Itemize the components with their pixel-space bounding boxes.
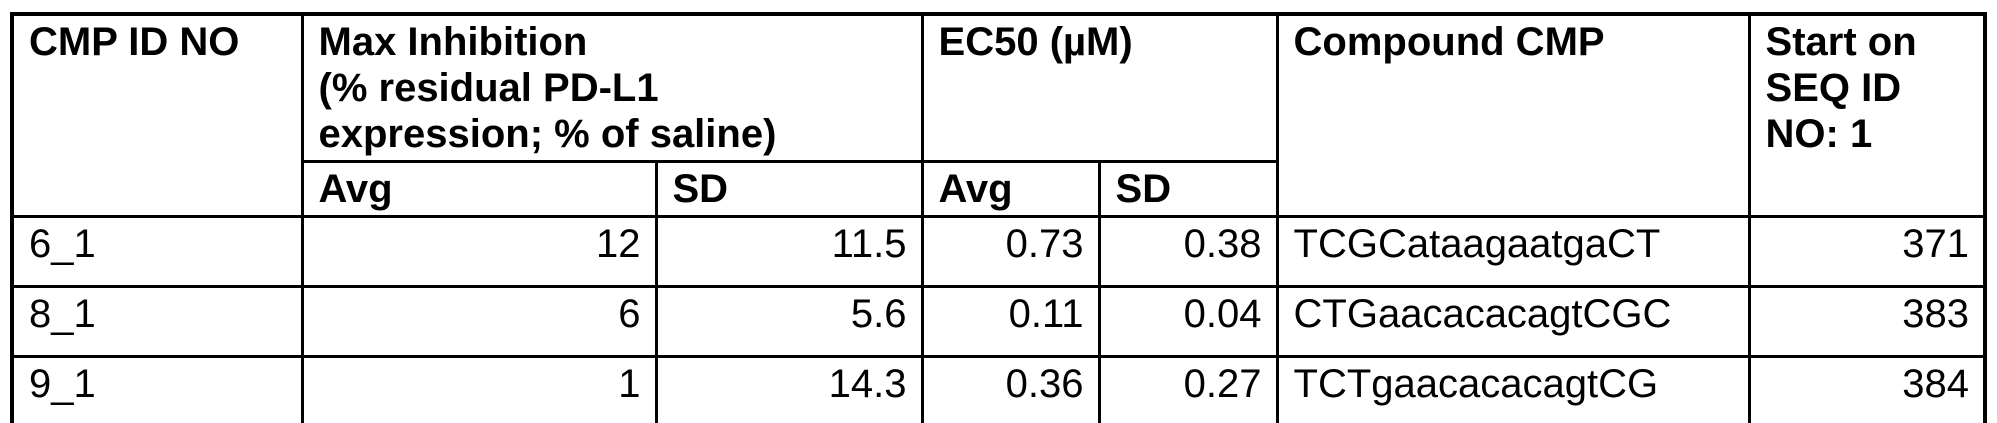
cell-ec50-sd: 0.27 xyxy=(1097,355,1279,423)
cell-ec50-sd: 0.38 xyxy=(1097,215,1279,288)
table-row: 8_1 6 5.6 0.11 0.04 CTGaacacacagtCGC 383 xyxy=(10,285,1987,358)
compound-results-table: CMP ID NO Max Inhibition (% residual PD-… xyxy=(10,12,1988,423)
header-row-main: CMP ID NO Max Inhibition (% residual PD-… xyxy=(10,12,1987,218)
header-max-inhibition-line1: Max Inhibition xyxy=(318,20,588,64)
table-row: 9_1 1 14.3 0.36 0.27 TCTgaacacacagtCG 38… xyxy=(10,355,1987,423)
header-cmp-id-no-label: CMP ID NO xyxy=(29,20,240,64)
cell-max-sd: 11.5 xyxy=(654,215,924,288)
subheader-ec50-sd: SD xyxy=(1097,160,1279,218)
table-row: 6_1 12 11.5 0.73 0.38 TCGCataagaatgaCT 3… xyxy=(10,215,1987,288)
header-max-inhibition-line2: (% residual PD-L1 xyxy=(318,66,659,110)
cell-compound-sequence: TCTgaacacacagtCG xyxy=(1275,355,1751,423)
header-start-seq-id-line3: NO: 1 xyxy=(1765,112,1873,156)
header-ec50: EC50 (µM) xyxy=(920,12,1279,163)
cell-compound-sequence: TCGCataagaatgaCT xyxy=(1275,215,1751,288)
cell-cmp-id: 8_1 xyxy=(10,285,304,358)
subheader-ec50-avg: Avg xyxy=(920,160,1101,218)
header-start-seq-id: Start on SEQ ID NO: 1 xyxy=(1747,12,1987,218)
cell-start-seq: 371 xyxy=(1747,215,1987,288)
cell-ec50-avg: 0.73 xyxy=(920,215,1101,288)
header-start-seq-id-line2: SEQ ID xyxy=(1765,66,1902,110)
header-compound-cmp-label: Compound CMP xyxy=(1293,20,1605,64)
cell-ec50-avg: 0.36 xyxy=(920,355,1101,423)
subheader-max-sd: SD xyxy=(654,160,924,218)
cell-ec50-avg: 0.11 xyxy=(920,285,1101,358)
header-cmp-id-no: CMP ID NO xyxy=(10,12,304,218)
cell-cmp-id: 9_1 xyxy=(10,355,304,423)
cell-compound-sequence: CTGaacacacagtCGC xyxy=(1275,285,1751,358)
header-start-seq-id-line1: Start on xyxy=(1765,20,1917,64)
header-compound-cmp: Compound CMP xyxy=(1275,12,1751,218)
cell-max-avg: 6 xyxy=(300,285,658,358)
subheader-max-avg: Avg xyxy=(300,160,658,218)
cell-max-avg: 12 xyxy=(300,215,658,288)
cell-start-seq: 384 xyxy=(1747,355,1987,423)
header-max-inhibition: Max Inhibition (% residual PD-L1 express… xyxy=(300,12,924,163)
cell-max-sd: 5.6 xyxy=(654,285,924,358)
cell-max-sd: 14.3 xyxy=(654,355,924,423)
cell-start-seq: 383 xyxy=(1747,285,1987,358)
cell-cmp-id: 6_1 xyxy=(10,215,304,288)
header-ec50-label: EC50 (µM) xyxy=(938,20,1133,64)
header-row-sub: Avg SD Avg SD xyxy=(12,160,1985,218)
header-max-inhibition-line3: expression; % of saline) xyxy=(318,112,777,156)
cell-max-avg: 1 xyxy=(300,355,658,423)
cell-ec50-sd: 0.04 xyxy=(1097,285,1279,358)
